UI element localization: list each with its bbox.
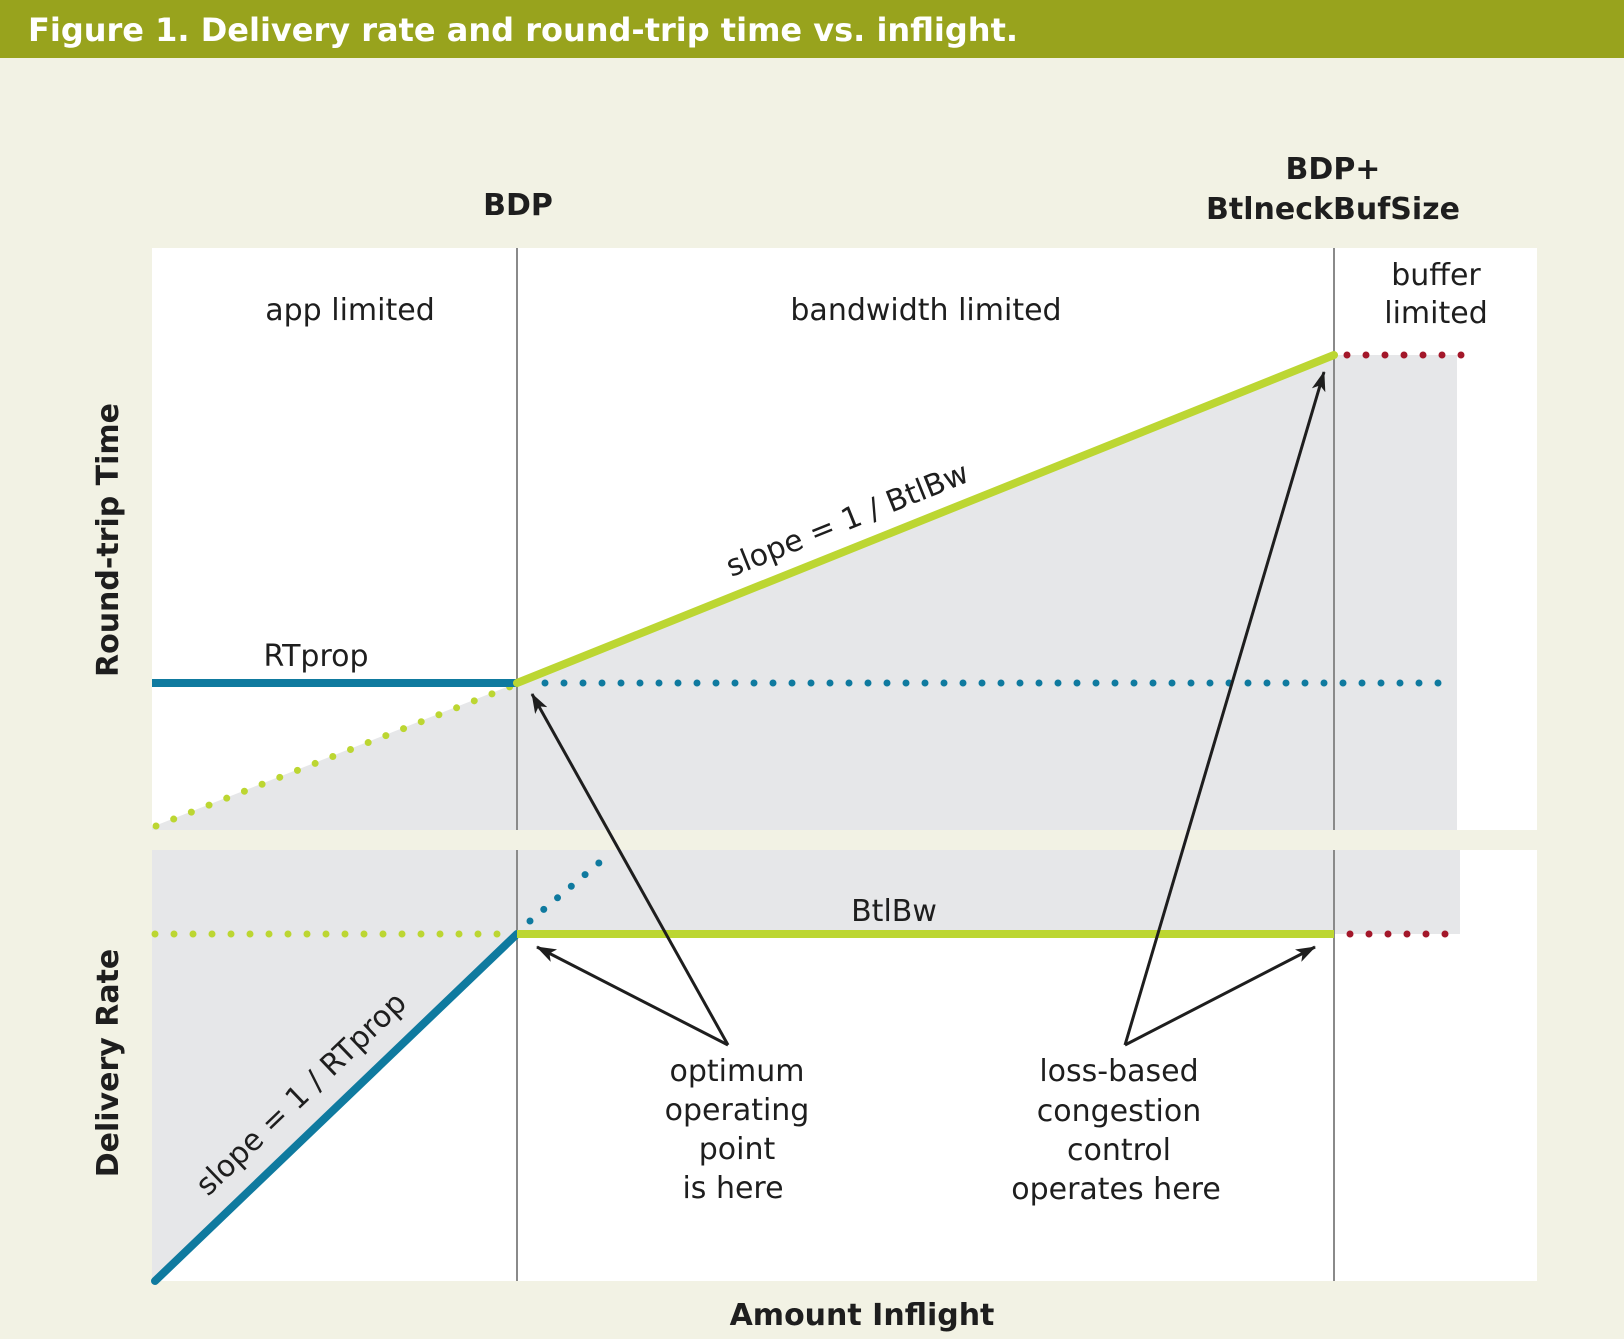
optimum-line-4: is here xyxy=(682,1171,783,1206)
bdp-buffer-label-line2: BtlneckBufSize xyxy=(1206,192,1460,227)
delivery-slope-line xyxy=(151,930,521,1285)
y-axis-label-rtt: Round-trip Time xyxy=(91,403,126,677)
rtt-slope-line xyxy=(513,351,1338,687)
delivery-dotted-blue-extension xyxy=(526,853,610,925)
region-bandwidth-limited: bandwidth limited xyxy=(790,293,1061,328)
figure-title: Figure 1. Delivery rate and round-trip t… xyxy=(28,11,1019,49)
lossbased-line-4: operates here xyxy=(1011,1172,1221,1207)
lossbased-line-3: control xyxy=(1067,1133,1171,1168)
lossbased-arrow-to-rtt xyxy=(1123,371,1326,1046)
btlbw-label: BtlBw xyxy=(851,894,937,929)
region-buffer-limited-line1: buffer xyxy=(1391,258,1481,293)
optimum-arrow-to-delivery xyxy=(536,945,729,1047)
delivery-shaded-region xyxy=(152,850,1460,1284)
lossbased-line-1: loss-based xyxy=(1039,1054,1198,1089)
bdp-label: BDP xyxy=(483,188,553,223)
optimum-line-1: optimum xyxy=(670,1054,805,1089)
optimum-arrow-to-rtt xyxy=(530,693,730,1046)
x-axis-label: Amount Inflight xyxy=(730,1298,995,1333)
optimum-line-2: operating xyxy=(665,1093,810,1128)
optimum-line-3: point xyxy=(699,1132,776,1167)
title-bar: Figure 1. Delivery rate and round-trip t… xyxy=(0,0,1624,58)
region-app-limited: app limited xyxy=(265,293,435,328)
lossbased-line-2: congestion xyxy=(1037,1094,1201,1129)
lossbased-arrow-to-delivery xyxy=(1124,945,1316,1047)
bdp-buffer-label-line1: BDP+ xyxy=(1286,152,1381,187)
rtt-dotted-green-extension xyxy=(152,682,516,830)
rtt-shaded-region xyxy=(152,355,1457,830)
region-buffer-limited-line2: limited xyxy=(1384,296,1488,331)
y-axis-label-delivery: Delivery Rate xyxy=(91,949,126,1178)
rtprop-label: RTprop xyxy=(263,639,368,674)
